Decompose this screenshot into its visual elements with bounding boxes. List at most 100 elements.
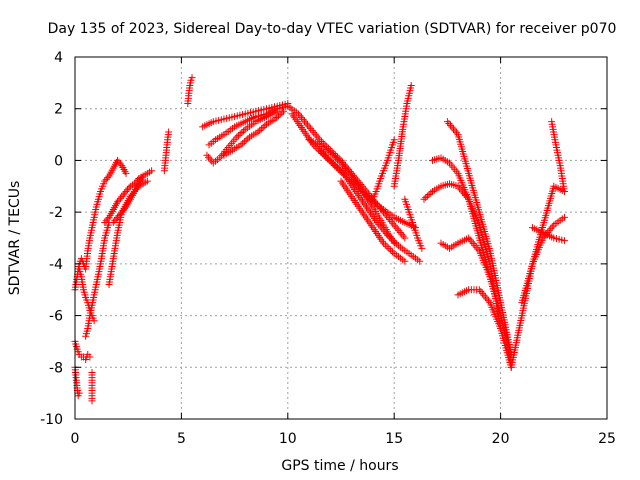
tick-labels: 0 5 10 15 20 25 -10 -8 -6 -4 -2 0 2 4 [40, 50, 616, 447]
data-point [388, 248, 396, 256]
axis-ticks [74, 56, 608, 420]
data-point [234, 132, 242, 140]
data-point [256, 126, 264, 134]
data-point [346, 175, 354, 183]
data-point [112, 215, 120, 223]
data-point [121, 205, 129, 213]
data-point [139, 172, 147, 180]
data-point [416, 257, 424, 265]
data-point [342, 172, 350, 180]
data-point [332, 162, 340, 170]
data-point [244, 135, 252, 143]
data-point [335, 157, 343, 165]
data-point [351, 181, 359, 189]
data-point [115, 158, 123, 166]
data-point [360, 189, 368, 197]
data-point [114, 198, 122, 206]
data-point [236, 130, 244, 138]
data-point [341, 170, 349, 178]
data-point [257, 125, 265, 133]
data-point [560, 237, 568, 245]
y-tick-label: -8 [49, 360, 63, 376]
data-point [401, 234, 409, 242]
data-point [560, 187, 568, 195]
x-tick-label: 5 [177, 431, 186, 447]
data-point [328, 150, 336, 158]
data-point [420, 195, 428, 203]
data-point [122, 187, 130, 195]
data-point [333, 163, 341, 171]
data-point [274, 112, 282, 120]
data-point [102, 217, 110, 225]
data-point [104, 174, 112, 182]
data-point [390, 136, 398, 144]
y-tick-label: 0 [54, 153, 63, 169]
data-point [321, 151, 329, 159]
data-point [380, 239, 388, 247]
data-point [353, 182, 361, 190]
data-point [101, 218, 109, 226]
data-point [254, 128, 262, 136]
data-point [313, 144, 321, 152]
x-tick-label: 0 [71, 431, 80, 447]
data-point [118, 193, 126, 201]
data-point [349, 179, 357, 187]
data-point [362, 191, 370, 199]
data-point [335, 165, 343, 173]
data-point [355, 184, 363, 192]
data-point [115, 196, 123, 204]
data-point [116, 194, 124, 202]
data-point [233, 133, 241, 141]
y-axis-label: SDTVAR / TECUs [7, 181, 23, 296]
x-tick-label: 15 [385, 431, 403, 447]
data-point [317, 148, 325, 156]
data-point [109, 218, 117, 226]
plot-frame [74, 56, 608, 420]
data-point [148, 167, 156, 175]
data-point [239, 139, 247, 147]
data-point [348, 177, 356, 185]
data-point [240, 127, 248, 135]
data-point [319, 150, 327, 158]
data-point [427, 189, 435, 197]
x-tick-label: 20 [492, 431, 510, 447]
y-tick-label: -10 [40, 412, 63, 428]
data-point [390, 239, 398, 247]
x-axis-label: GPS time / hours [281, 458, 398, 474]
data-point [332, 154, 340, 162]
data-point [358, 187, 366, 195]
data-point [326, 149, 334, 157]
data-point [323, 153, 331, 161]
data-point [278, 109, 286, 117]
data-point [276, 110, 284, 118]
data-point [122, 169, 130, 177]
data-point [325, 155, 333, 163]
data-point [119, 206, 127, 214]
data-point [418, 244, 426, 252]
data-point [422, 194, 430, 202]
x-tick-label: 10 [279, 431, 297, 447]
data-point [114, 156, 122, 164]
data-point [326, 156, 334, 164]
data-point [116, 160, 124, 168]
data-point [75, 389, 83, 397]
data-point [425, 191, 433, 199]
data-point [357, 186, 365, 194]
data-point [119, 191, 127, 199]
data-point [344, 174, 352, 182]
data-point [238, 129, 246, 137]
data-point [118, 208, 126, 216]
data-point [407, 81, 415, 89]
data-point [240, 138, 248, 146]
data-point [365, 194, 373, 202]
data-point [261, 122, 269, 130]
data-point [88, 397, 96, 405]
data-point [273, 114, 281, 122]
data-point [330, 152, 338, 160]
data-point [364, 193, 372, 201]
data-point [123, 186, 131, 194]
data-point [319, 139, 327, 147]
data-point [102, 175, 110, 183]
